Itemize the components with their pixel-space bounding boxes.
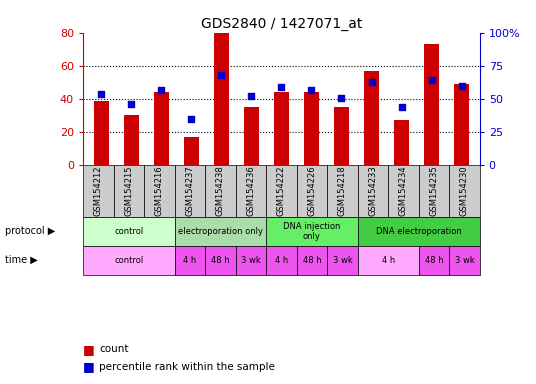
- Point: [397, 104, 406, 110]
- Bar: [244, 107, 259, 165]
- Text: 3 wk: 3 wk: [455, 256, 474, 265]
- Point: [277, 84, 286, 90]
- Text: GSM154218: GSM154218: [338, 166, 347, 216]
- Text: GSM154233: GSM154233: [368, 166, 377, 217]
- Point: [307, 86, 316, 93]
- Point: [97, 91, 106, 97]
- Text: 4 h: 4 h: [382, 256, 395, 265]
- Text: count: count: [99, 344, 129, 354]
- Point: [247, 93, 256, 99]
- Text: ■: ■: [83, 343, 95, 356]
- Text: electroporation only: electroporation only: [178, 227, 263, 236]
- Text: GSM154234: GSM154234: [399, 166, 408, 216]
- Text: GSM154237: GSM154237: [185, 166, 195, 217]
- Text: GSM154238: GSM154238: [216, 166, 225, 217]
- Text: DNA injection
only: DNA injection only: [283, 222, 340, 241]
- Point: [127, 101, 136, 107]
- Text: 48 h: 48 h: [425, 256, 443, 265]
- Text: GSM154230: GSM154230: [460, 166, 469, 216]
- Text: protocol ▶: protocol ▶: [5, 226, 56, 237]
- Bar: [304, 92, 319, 165]
- Point: [367, 79, 376, 85]
- Point: [457, 83, 466, 89]
- Text: ■: ■: [83, 360, 95, 373]
- Text: GSM154226: GSM154226: [308, 166, 316, 216]
- Bar: [154, 92, 169, 165]
- Text: 48 h: 48 h: [303, 256, 321, 265]
- Text: time ▶: time ▶: [5, 255, 38, 265]
- Bar: [424, 44, 439, 165]
- Text: 4 h: 4 h: [183, 256, 197, 265]
- Bar: [364, 71, 379, 165]
- Text: 3 wk: 3 wk: [241, 256, 261, 265]
- Text: GSM154215: GSM154215: [124, 166, 133, 216]
- Text: GSM154212: GSM154212: [94, 166, 103, 216]
- Bar: [394, 121, 409, 165]
- Point: [427, 77, 436, 83]
- Text: GSM154222: GSM154222: [277, 166, 286, 216]
- Bar: [184, 137, 199, 165]
- Text: DNA electroporation: DNA electroporation: [376, 227, 461, 236]
- Bar: [334, 107, 349, 165]
- Text: 48 h: 48 h: [211, 256, 230, 265]
- Bar: [214, 33, 229, 165]
- Bar: [94, 101, 109, 165]
- Text: percentile rank within the sample: percentile rank within the sample: [99, 362, 275, 372]
- Point: [217, 72, 226, 78]
- Text: control: control: [114, 256, 144, 265]
- Text: 4 h: 4 h: [275, 256, 288, 265]
- Text: GDS2840 / 1427071_at: GDS2840 / 1427071_at: [200, 17, 362, 31]
- Bar: [124, 116, 139, 165]
- Bar: [274, 92, 289, 165]
- Point: [187, 116, 196, 122]
- Point: [157, 86, 166, 93]
- Text: GSM154216: GSM154216: [155, 166, 164, 216]
- Text: 3 wk: 3 wk: [332, 256, 352, 265]
- Text: GSM154235: GSM154235: [429, 166, 438, 216]
- Point: [337, 94, 346, 101]
- Text: GSM154236: GSM154236: [247, 166, 255, 217]
- Bar: [454, 84, 469, 165]
- Text: control: control: [114, 227, 144, 236]
